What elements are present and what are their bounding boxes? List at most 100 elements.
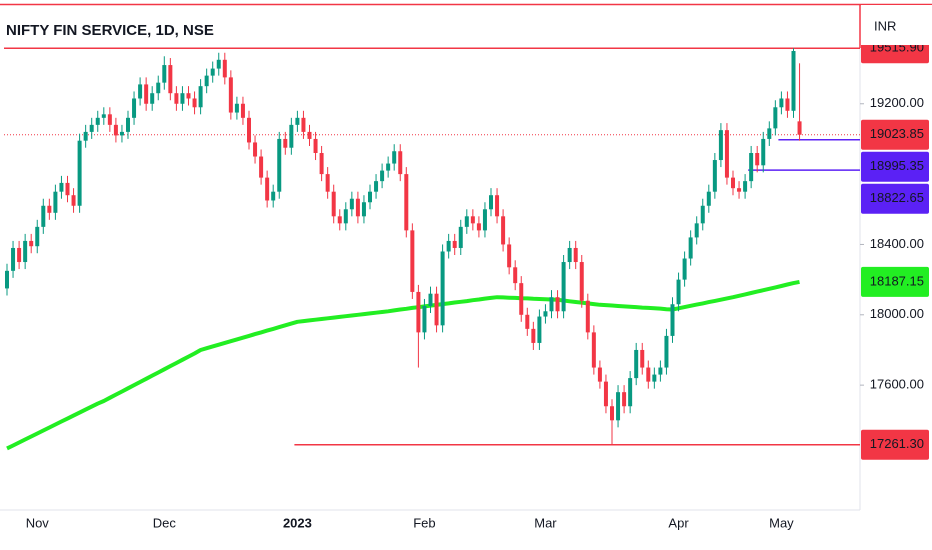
price-label: 19023.85 — [870, 126, 924, 141]
candle-body — [101, 114, 106, 118]
candle-body — [452, 240, 457, 248]
candle-body — [126, 117, 130, 132]
price-label-box — [861, 119, 929, 150]
candle-body — [501, 216, 506, 245]
x-tick-label: Apr — [668, 515, 689, 530]
candle-body — [337, 216, 342, 224]
candle-body — [228, 77, 233, 113]
candle-body — [59, 182, 64, 192]
candle-body — [119, 131, 124, 136]
candle-body — [652, 374, 657, 382]
candle-body — [470, 216, 475, 224]
candle-body — [549, 297, 554, 312]
candle-body — [35, 226, 40, 247]
candle-body — [374, 181, 379, 192]
candle-body — [440, 251, 445, 326]
price-label-box — [861, 429, 929, 460]
candle-body — [380, 170, 385, 182]
candle-body — [216, 59, 221, 69]
candle-body — [386, 163, 391, 171]
currency: INR — [874, 18, 896, 33]
candle-body — [555, 297, 560, 312]
candle-body — [664, 335, 669, 368]
candle-body — [349, 198, 354, 210]
candle-body — [265, 177, 270, 201]
candle-body — [355, 198, 360, 217]
candle-body — [628, 378, 633, 407]
candle-body — [204, 75, 209, 87]
plot-area: 17600.00 18000.00 18400.00 19200.00 Nov Dec 20… — [4, 33, 929, 530]
candle-body — [234, 103, 239, 113]
x-tick-label: Feb — [413, 515, 435, 530]
x-tick-label: Dec — [153, 515, 177, 530]
candle-body — [537, 316, 542, 343]
candle-body — [676, 279, 681, 305]
candle-body — [192, 98, 197, 108]
candle-body — [89, 124, 94, 132]
y-tick-label: 18400.00 — [870, 236, 924, 251]
candle-body — [585, 300, 590, 333]
candle-body — [144, 84, 149, 104]
candle-body — [767, 128, 772, 139]
candle-body — [277, 138, 282, 192]
candle-body — [113, 124, 118, 136]
candle-body — [65, 182, 70, 196]
candle-body — [47, 205, 52, 213]
candle-body — [797, 121, 802, 135]
candle-body — [495, 195, 500, 217]
moving-average — [6, 279, 800, 451]
candle-body — [573, 247, 578, 263]
candle-body — [343, 209, 348, 224]
candle-body — [23, 240, 28, 263]
candle-body — [331, 191, 336, 217]
candle-body — [610, 406, 614, 421]
candle-body — [591, 332, 596, 368]
y-tick-label: 19200.00 — [870, 95, 924, 110]
candle-body — [694, 223, 699, 238]
candle-body — [210, 68, 215, 76]
header-mask — [0, 0, 932, 4]
currency-box — [861, 5, 932, 45]
candle-body — [640, 349, 645, 368]
candle-body — [779, 98, 784, 108]
candle-body — [83, 131, 88, 141]
candle-body — [464, 216, 469, 227]
candle-body — [404, 174, 409, 231]
candle-body — [519, 283, 524, 315]
candle-body — [132, 98, 137, 118]
candle-body — [398, 151, 403, 175]
candle-body — [785, 98, 790, 111]
candle-body — [634, 349, 639, 379]
candle-body — [186, 93, 191, 99]
candle-body — [712, 160, 717, 192]
candle-body — [259, 156, 264, 178]
candle-body — [11, 247, 16, 271]
price-label-box — [861, 151, 929, 182]
candle-body — [688, 237, 693, 259]
candle-body — [53, 191, 58, 213]
price-label-box — [861, 183, 929, 214]
candle-body — [489, 195, 493, 210]
price-label-box — [861, 266, 929, 297]
x-tick-label: Mar — [534, 515, 557, 530]
candle-body — [682, 258, 687, 280]
candle-body — [724, 130, 729, 178]
candle-body — [718, 130, 723, 161]
candle-body — [616, 392, 621, 421]
overlay: NIFTY FIN SERVICE, 1D, NSE INR — [0, 0, 932, 48]
candle-body — [567, 247, 572, 263]
candle-body — [658, 367, 663, 375]
candle-body — [543, 311, 548, 317]
candle-body — [622, 392, 627, 407]
candle-body — [773, 107, 778, 129]
candle-body — [507, 244, 512, 268]
candle-body — [561, 262, 566, 312]
candle-body — [525, 314, 530, 329]
candle-body — [29, 240, 34, 247]
candle-body — [482, 209, 487, 231]
candle-body — [428, 293, 433, 306]
candle-body — [325, 174, 330, 192]
x-tick-label: May — [769, 515, 794, 530]
chart-title: NIFTY FIN SERVICE, 1D, NSE — [6, 22, 214, 39]
